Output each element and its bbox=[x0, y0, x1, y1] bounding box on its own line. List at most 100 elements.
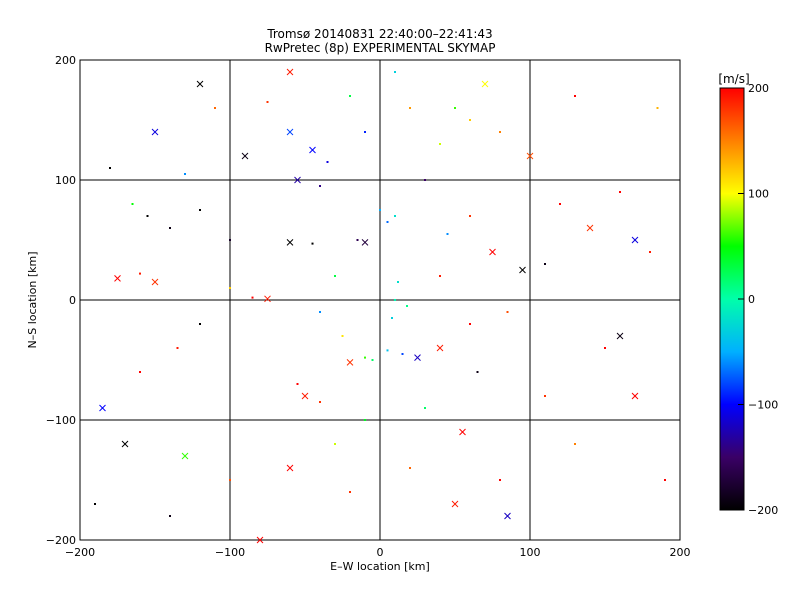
data-point-dot bbox=[229, 287, 231, 289]
data-point-cross bbox=[286, 239, 294, 246]
data-point-dot bbox=[214, 107, 216, 109]
data-point-cross bbox=[286, 128, 294, 136]
data-point-cross bbox=[519, 266, 526, 274]
data-point-cross bbox=[264, 295, 271, 303]
data-point-dot bbox=[311, 242, 314, 245]
data-points bbox=[94, 68, 666, 544]
data-point-cross bbox=[631, 236, 639, 244]
data-point-dot bbox=[401, 353, 404, 355]
colorbar-tick-label: 0 bbox=[748, 293, 755, 306]
data-point-dot bbox=[544, 395, 546, 397]
x-axis-label: E–W location [km] bbox=[330, 560, 430, 573]
x-axis-ticks: −200 −100 0 100 200 bbox=[65, 546, 691, 559]
x-tick-label: 200 bbox=[670, 546, 691, 559]
data-point-dot bbox=[371, 359, 374, 361]
data-point-cross bbox=[151, 278, 159, 286]
x-tick-label: −100 bbox=[215, 546, 245, 559]
data-point-cross bbox=[481, 80, 489, 88]
data-point-dot bbox=[424, 179, 426, 181]
data-point-dot bbox=[229, 239, 231, 241]
data-point-dot bbox=[319, 401, 321, 403]
data-point-cross bbox=[346, 359, 354, 366]
data-point-dot bbox=[349, 491, 351, 493]
data-point-dot bbox=[146, 215, 149, 217]
data-point-dot bbox=[176, 347, 179, 349]
data-point-cross bbox=[616, 332, 624, 340]
data-point-dot bbox=[131, 203, 134, 205]
data-point-dot bbox=[469, 215, 471, 217]
data-point-cross bbox=[436, 344, 444, 352]
data-point-dot bbox=[386, 349, 389, 352]
data-point-dot bbox=[506, 311, 509, 313]
data-point-dot bbox=[664, 479, 666, 481]
data-point-dot bbox=[139, 371, 141, 373]
data-point-cross bbox=[586, 224, 594, 232]
data-point-dot bbox=[319, 185, 321, 187]
y-tick-label: −100 bbox=[46, 414, 76, 427]
data-point-dot bbox=[446, 233, 449, 235]
data-point-dot bbox=[469, 323, 471, 325]
data-point-dot bbox=[94, 503, 96, 505]
data-point-dot bbox=[409, 467, 411, 469]
data-point-dot bbox=[349, 95, 351, 97]
colorbar-tick-label: 100 bbox=[748, 188, 769, 201]
data-point-dot bbox=[296, 383, 299, 385]
chart-title: Tromsø 20140831 22:40:00–22:41:43 bbox=[266, 27, 492, 41]
data-point-dot bbox=[544, 263, 546, 265]
data-point-cross bbox=[114, 275, 121, 282]
data-point-cross bbox=[196, 80, 204, 88]
y-tick-label: −200 bbox=[46, 534, 76, 547]
data-point-dot bbox=[619, 191, 621, 193]
data-point-dot bbox=[406, 305, 408, 307]
data-point-dot bbox=[649, 251, 651, 253]
y-axis-ticks: −200 −100 0 100 200 bbox=[46, 54, 76, 547]
data-point-cross bbox=[459, 428, 466, 436]
data-point-dot bbox=[454, 107, 456, 109]
data-point-dot bbox=[409, 107, 411, 109]
data-point-dot bbox=[356, 239, 359, 241]
data-point-dot bbox=[379, 209, 381, 211]
data-point-dot bbox=[469, 119, 471, 121]
colorbar-ticks: 200 100 0 −100 −200 bbox=[738, 82, 778, 517]
data-point-dot bbox=[476, 371, 479, 373]
data-point-cross bbox=[504, 512, 511, 520]
data-point-dot bbox=[574, 95, 576, 97]
data-point-dot bbox=[109, 167, 111, 169]
grid bbox=[80, 60, 680, 540]
data-point-cross bbox=[151, 128, 159, 136]
data-point-dot bbox=[604, 347, 606, 349]
data-point-dot bbox=[319, 311, 321, 313]
data-point-dot bbox=[199, 209, 201, 211]
data-point-dot bbox=[394, 299, 396, 301]
data-point-dot bbox=[334, 275, 336, 277]
data-point-dot bbox=[394, 215, 396, 217]
data-point-cross bbox=[181, 452, 189, 460]
data-point-cross bbox=[294, 176, 301, 184]
colorbar-tick-label: −100 bbox=[748, 399, 778, 412]
data-point-cross bbox=[361, 239, 369, 246]
data-point-dot bbox=[424, 407, 426, 409]
data-point-dot bbox=[439, 275, 441, 277]
data-point-dot bbox=[559, 203, 561, 205]
data-point-cross bbox=[286, 464, 294, 472]
data-point-dot bbox=[184, 173, 186, 175]
data-point-dot bbox=[439, 143, 441, 145]
x-tick-label: 0 bbox=[377, 546, 384, 559]
data-point-cross bbox=[256, 536, 264, 544]
data-point-cross bbox=[121, 440, 129, 448]
y-tick-label: 0 bbox=[69, 294, 76, 307]
data-point-dot bbox=[364, 419, 366, 421]
data-point-cross bbox=[489, 248, 496, 256]
data-point-dot bbox=[169, 515, 171, 517]
data-point-dot bbox=[169, 227, 171, 229]
data-point-dot bbox=[139, 272, 141, 275]
y-tick-label: 200 bbox=[55, 54, 76, 67]
data-point-dot bbox=[397, 281, 399, 283]
data-point-dot bbox=[386, 221, 389, 223]
data-point-dot bbox=[341, 335, 344, 337]
data-point-dot bbox=[229, 479, 231, 481]
data-point-dot bbox=[394, 71, 396, 73]
data-point-dot bbox=[334, 443, 336, 445]
colorbar-tick-label: 200 bbox=[748, 82, 769, 95]
data-point-dot bbox=[251, 296, 254, 299]
